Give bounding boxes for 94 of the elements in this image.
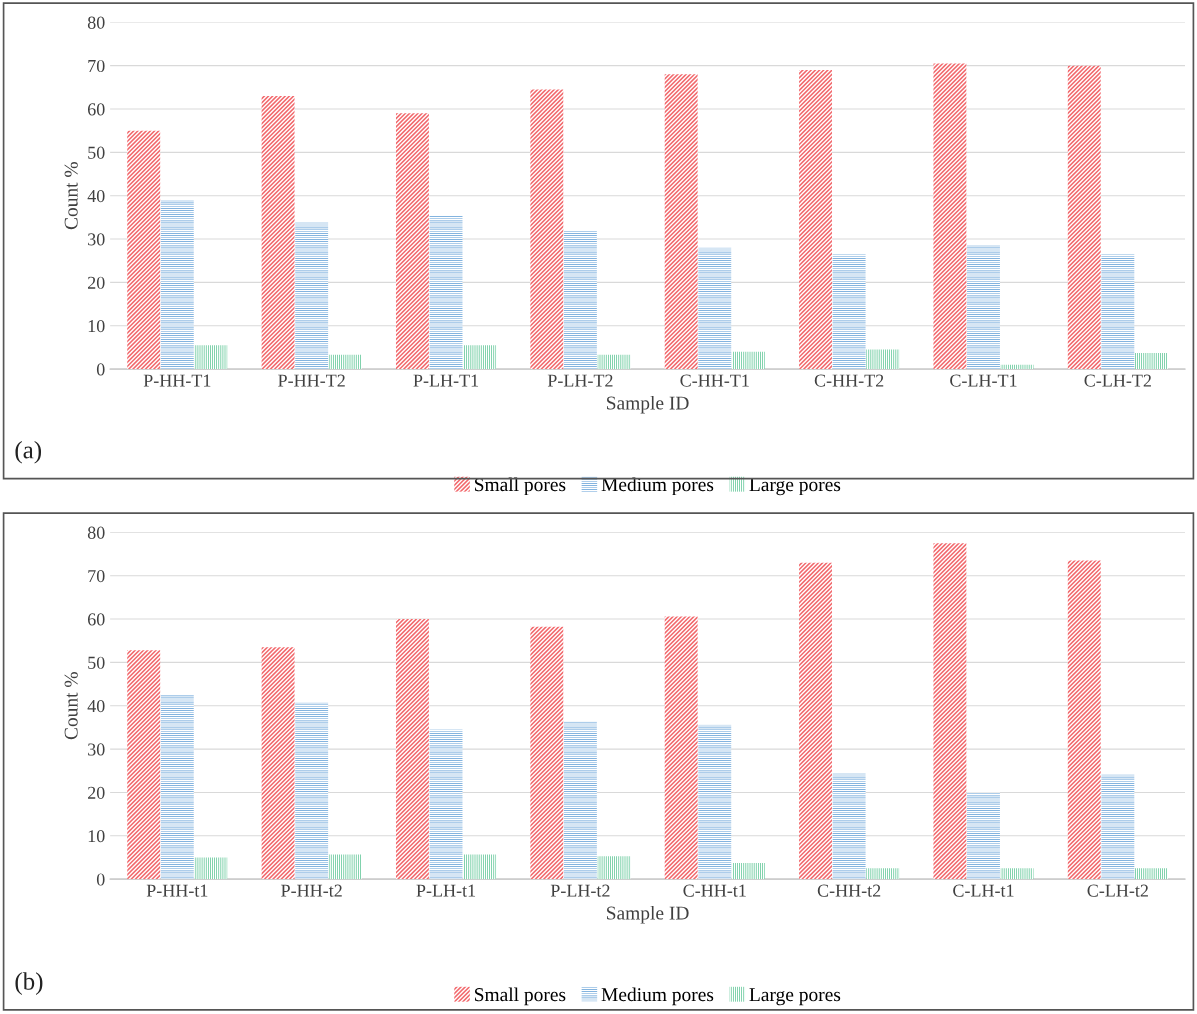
x-tick-label: C-HH-t1 [683,884,746,897]
y-tick-label: 80 [87,526,105,539]
y-tick-label: 20 [88,786,105,799]
bar [194,345,228,370]
text: (b) [15,972,43,995]
bar [933,63,967,370]
bar [731,863,765,880]
bar [1101,774,1135,880]
bar [967,792,1000,880]
x-tick-label: C-HH-T2 [814,374,884,387]
y-axis-title: Count % [64,162,78,230]
bar [832,772,866,880]
bar [866,868,900,880]
bar [261,96,295,370]
legend-label: Small pores [475,477,566,496]
bar [799,69,832,370]
bar [597,856,631,880]
bar [395,113,429,370]
y-tick-label: 70 [88,59,105,73]
bar [328,354,362,370]
bar [1101,254,1135,370]
x-tick-label: C-HH-T1 [680,374,749,387]
y-tick-label: 20 [88,276,105,289]
legend-label: Large pores [749,478,841,496]
bar [832,254,866,370]
bar [194,857,228,880]
bar [563,721,597,880]
bar [261,647,295,880]
x-tick-label: P-HH-T1 [143,374,211,387]
x-tick-label: P-HH-T2 [278,374,345,387]
bar [933,543,967,880]
bar [1134,353,1168,370]
legend-label: Small pores [475,987,566,1006]
y-tick-label: 0 [96,363,105,376]
x-tick-label: P-LH-t2 [550,884,610,897]
bar [597,354,631,370]
bar [1000,364,1034,370]
x-tick-label: P-LH-T2 [547,374,613,387]
x-tick-label: C-LH-t1 [953,884,1014,897]
x-axis-title: Sample ID [607,395,689,414]
x-tick-label: P-HH-t2 [281,884,342,897]
bar [295,222,329,370]
y-tick-label: 70 [88,569,105,583]
legend-label: Medium pores [601,987,714,1006]
y-tick-label: 30 [88,743,105,756]
legend-label: Large pores [749,988,841,1006]
legend-label: Medium pores [601,477,714,496]
bar [429,729,463,880]
bar [295,702,329,880]
bar [160,694,194,880]
bar [799,562,832,880]
bar [1134,868,1168,880]
bar [664,74,698,370]
y-tick-label: 80 [87,16,105,29]
bar [698,247,732,370]
bar [160,200,194,370]
x-tick-label: P-LH-t1 [416,884,476,897]
bar [731,351,765,370]
bar [1000,868,1034,880]
bar [530,89,564,370]
x-tick-label: C-LH-t2 [1087,884,1148,897]
bar [1067,65,1101,370]
bar [664,616,698,880]
bar [463,854,497,880]
x-tick-label: C-HH-t2 [817,884,881,897]
text: (a) [15,440,42,464]
y-tick-label: 40 [87,700,105,713]
bar [127,130,161,370]
x-axis-title: Sample ID [607,905,689,924]
y-tick-label: 0 [96,873,105,886]
y-tick-label: 10 [88,830,105,843]
y-tick-label: 10 [88,320,105,333]
y-tick-label: 50 [88,656,105,669]
bar [698,724,732,880]
bar [395,619,429,880]
bar [463,345,497,370]
y-tick-label: 60 [87,103,105,116]
bar [429,215,463,370]
bar [127,650,161,880]
bar [1067,560,1101,880]
y-tick-label: 30 [88,233,105,246]
y-axis-title: Count % [64,672,78,740]
bar [328,854,362,880]
x-tick-label: P-LH-T1 [413,374,479,387]
x-tick-label: C-LH-T2 [1084,374,1151,387]
x-tick-label: P-HH-t1 [146,884,208,897]
y-tick-label: 60 [87,613,105,626]
bar [563,230,597,370]
bar [530,626,564,880]
y-tick-label: 50 [88,146,105,159]
y-tick-label: 40 [87,189,105,203]
x-tick-label: C-LH-T1 [950,374,1017,387]
bar [967,245,1000,370]
bar [866,349,900,370]
